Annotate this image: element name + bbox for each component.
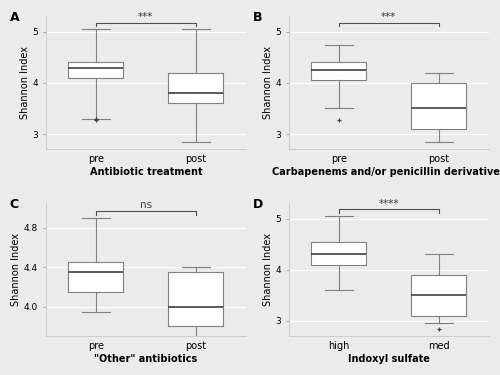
Text: B: B [252, 11, 262, 24]
Y-axis label: Shannon Index: Shannon Index [262, 46, 272, 119]
X-axis label: Antibiotic treatment: Antibiotic treatment [90, 167, 202, 177]
X-axis label: "Other" antibiotics: "Other" antibiotics [94, 354, 198, 364]
Text: ***: *** [381, 12, 396, 22]
Y-axis label: Shannon Index: Shannon Index [20, 46, 30, 119]
PathPatch shape [168, 73, 224, 104]
Y-axis label: Shannon Index: Shannon Index [11, 233, 21, 306]
Y-axis label: Shannon Index: Shannon Index [262, 233, 272, 306]
PathPatch shape [68, 62, 124, 78]
X-axis label: Carbapenems and/or penicillin derivatives: Carbapenems and/or penicillin derivative… [272, 167, 500, 177]
Text: A: A [10, 11, 20, 24]
PathPatch shape [312, 242, 366, 265]
PathPatch shape [168, 272, 224, 326]
Text: ****: **** [378, 199, 399, 208]
Text: C: C [10, 198, 19, 211]
PathPatch shape [412, 275, 467, 316]
PathPatch shape [68, 262, 124, 292]
Text: ns: ns [140, 200, 152, 210]
PathPatch shape [312, 62, 366, 80]
Text: D: D [252, 198, 263, 211]
PathPatch shape [412, 83, 467, 129]
Text: ***: *** [138, 12, 154, 22]
X-axis label: Indoxyl sulfate: Indoxyl sulfate [348, 354, 430, 364]
